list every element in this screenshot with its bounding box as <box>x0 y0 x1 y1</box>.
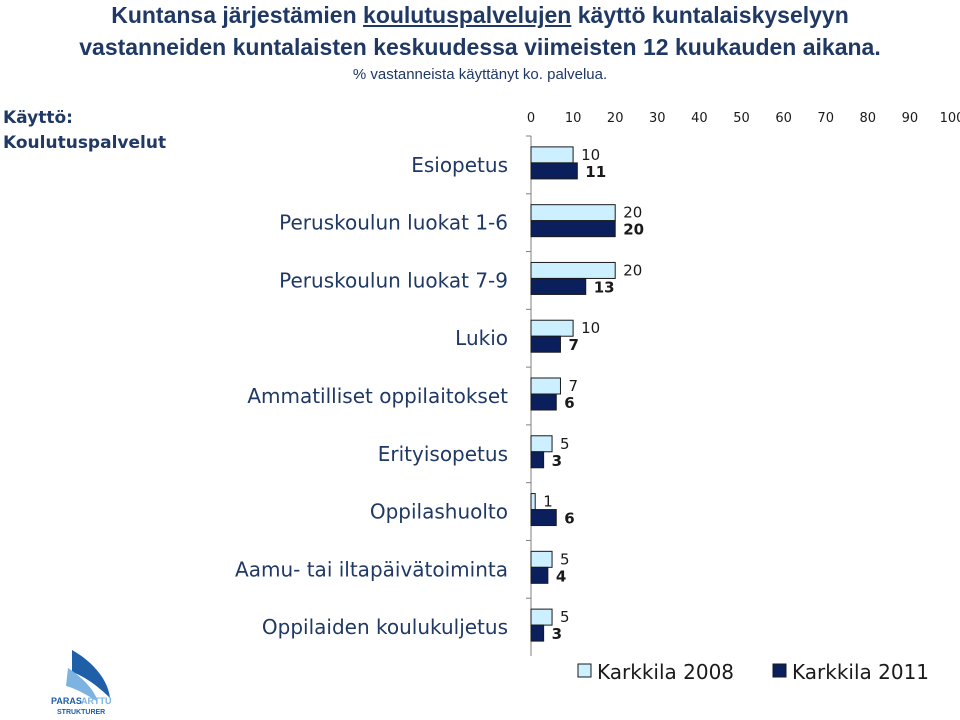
bar-2011 <box>530 162 578 180</box>
bar-2011 <box>530 393 557 411</box>
legend-swatch-2008 <box>577 663 592 678</box>
title-underlined: koulutuspalvelujen <box>363 2 572 28</box>
x-tick-label: 20 <box>607 111 624 126</box>
logo-sail2-icon <box>66 668 98 702</box>
title-part2: käyttö kuntalaiskyselyyn <box>571 2 849 28</box>
title-part1: Kuntansa järjestämien <box>111 2 364 28</box>
bar-2011 <box>530 220 616 238</box>
data-label-2008: 5 <box>560 435 570 453</box>
x-tick-label: 70 <box>817 111 834 126</box>
side-label-line1: Käyttö: <box>3 108 73 128</box>
bar-2011 <box>530 509 557 527</box>
logo-text2: ARTTU <box>81 696 112 706</box>
bar-2008 <box>530 608 553 626</box>
bar-2008 <box>530 261 616 279</box>
chart-title-line1: Kuntansa järjestämien koulutuspalvelujen… <box>0 2 960 29</box>
paras-arttu-logo: PARAS ARTTU STRUKTURER <box>51 650 112 716</box>
category-label: Esiopetus <box>411 153 508 177</box>
x-tick-label: 90 <box>902 111 919 126</box>
side-label: Käyttö: Koulutuspalvelut <box>3 106 166 156</box>
data-label-2011: 3 <box>552 625 562 643</box>
data-label-2011: 4 <box>556 567 566 585</box>
data-label-2008: 5 <box>560 608 570 626</box>
bar-2008 <box>530 319 574 337</box>
x-tick-label: 80 <box>860 111 877 126</box>
legend-label-2011: Karkkila 2011 <box>792 660 929 684</box>
data-label-2011: 11 <box>585 163 606 181</box>
data-label-2008: 10 <box>581 319 600 337</box>
bar-2008 <box>530 204 616 222</box>
bar-2011 <box>530 451 545 469</box>
data-label-2011: 6 <box>564 394 574 412</box>
category-label: Oppilaiden koulukuljetus <box>262 615 508 639</box>
category-label: Peruskoulun luokat 1-6 <box>279 211 508 235</box>
logo-text3: STRUKTURER <box>57 709 105 716</box>
data-label-2011: 13 <box>594 278 615 296</box>
data-label-2011: 3 <box>552 452 562 470</box>
data-label-2008: 5 <box>560 550 570 568</box>
category-label: Lukio <box>455 326 508 350</box>
x-tick-label: 40 <box>691 111 708 126</box>
data-label-2008: 1 <box>543 493 553 511</box>
data-label-2008: 7 <box>568 377 578 395</box>
category-label: Ammatilliset oppilaitokset <box>247 384 508 408</box>
bar-2008 <box>530 550 553 568</box>
bar-2008 <box>530 146 574 164</box>
data-label-2011: 7 <box>568 336 578 354</box>
bar-2011 <box>530 566 549 584</box>
data-label-2008: 10 <box>581 146 600 164</box>
bar-2011 <box>530 335 561 353</box>
data-label-2008: 20 <box>623 261 642 279</box>
bar-2008 <box>530 493 536 511</box>
x-tick-label: 50 <box>733 111 750 126</box>
logo-sail-icon <box>72 650 110 698</box>
legend-label-2008: Karkkila 2008 <box>597 660 734 684</box>
category-label: Peruskoulun luokat 7-9 <box>279 268 508 292</box>
bar-2011 <box>530 624 545 642</box>
x-tick-label: 0 <box>527 111 535 126</box>
data-label-2011: 6 <box>564 510 574 528</box>
x-tick-label: 100 <box>940 111 960 126</box>
chart-title-line2: vastanneiden kuntalaisten keskuudessa vi… <box>79 34 881 60</box>
bar-2008 <box>530 435 553 453</box>
x-tick-label: 10 <box>565 111 582 126</box>
bar-2008 <box>530 377 561 395</box>
data-label-2008: 20 <box>623 204 642 222</box>
bar-2011 <box>530 277 587 295</box>
x-tick-label: 30 <box>649 111 666 126</box>
side-label-line2: Koulutuspalvelut <box>3 133 167 153</box>
x-tick-label: 60 <box>775 111 792 126</box>
chart-subtitle: % vastanneista käyttänyt ko. palvelua. <box>352 66 608 83</box>
data-label-2011: 20 <box>623 221 644 239</box>
legend-swatch-2011 <box>772 663 787 678</box>
logo-text1: PARAS <box>51 696 82 706</box>
category-label: Erityisopetus <box>378 442 508 466</box>
category-label: Oppilashuolto <box>370 500 508 524</box>
category-label: Aamu- tai iltapäivätoiminta <box>235 557 508 581</box>
